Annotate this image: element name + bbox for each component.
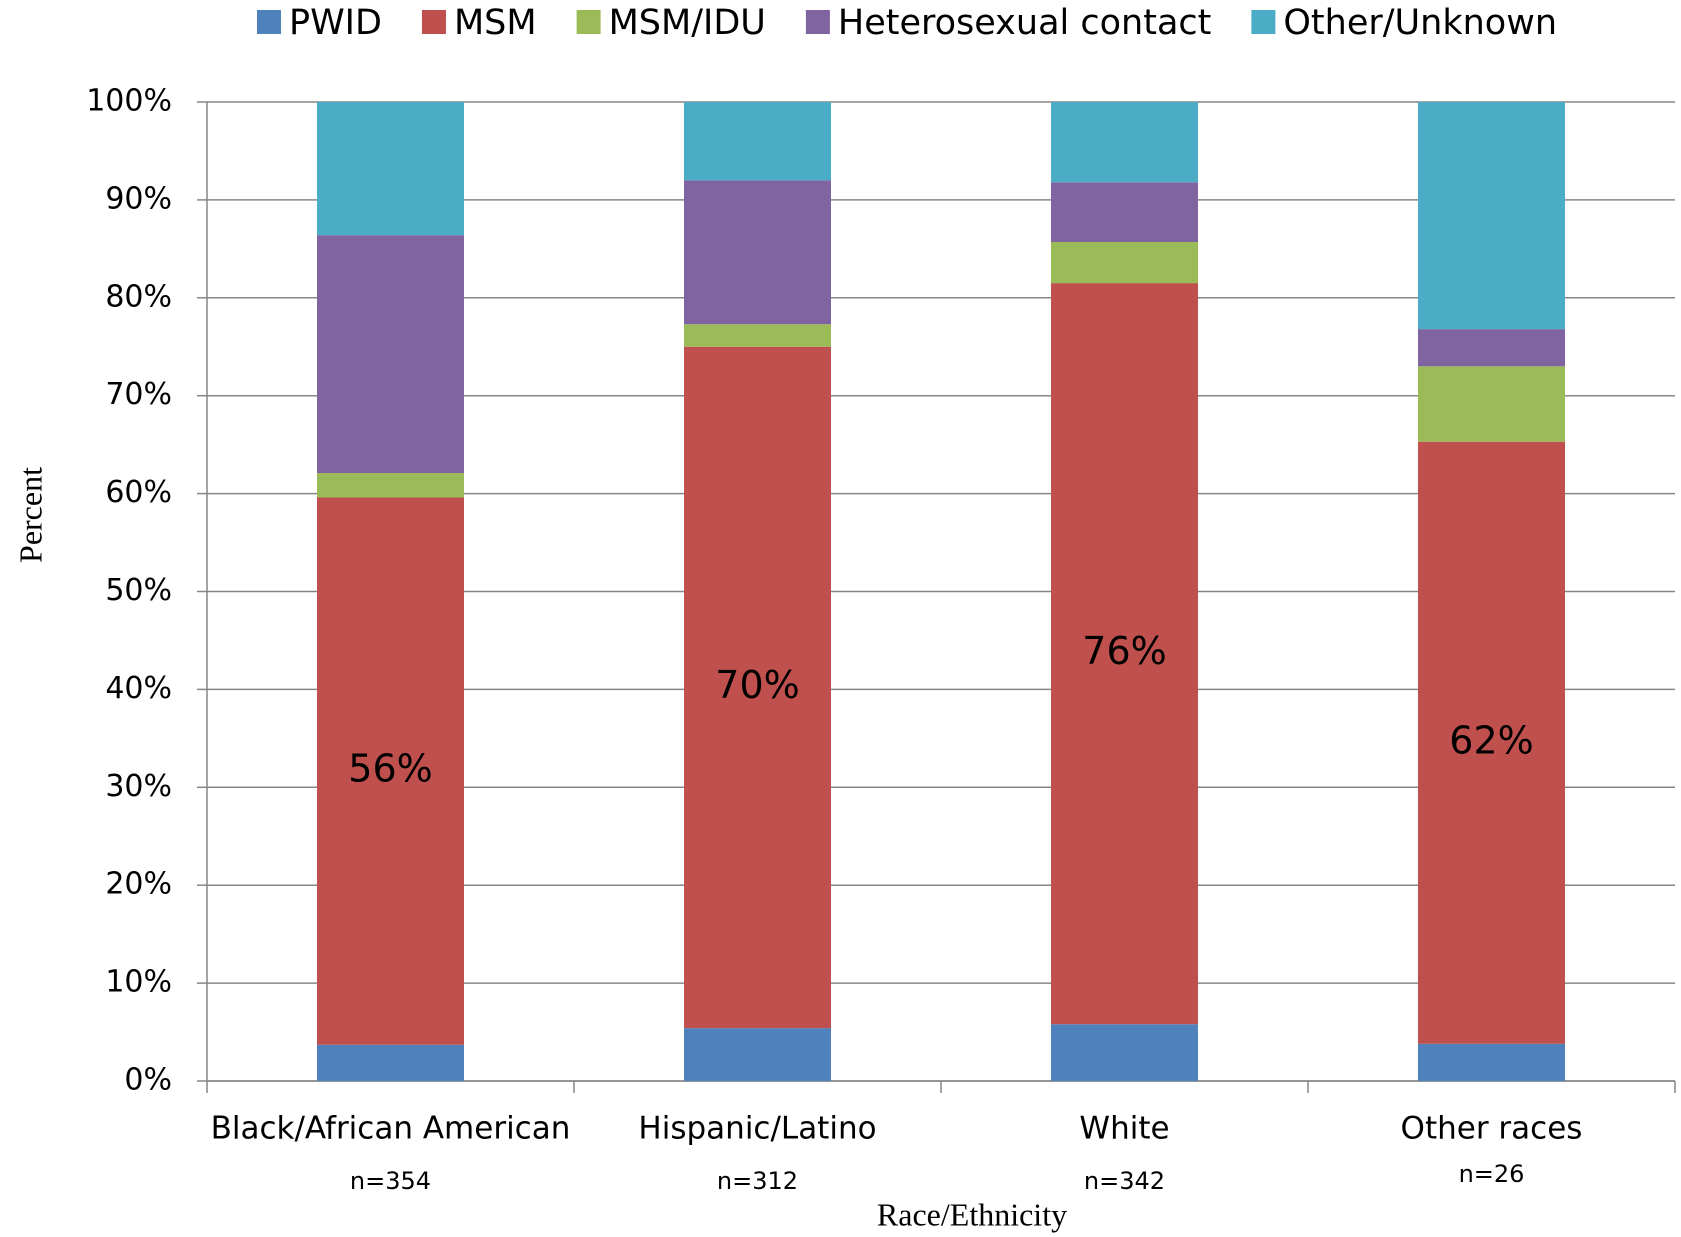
y-tick-label: 80% xyxy=(105,279,172,314)
bar-segment xyxy=(1051,283,1198,1025)
y-tick-label: 30% xyxy=(105,769,172,804)
legend-label: Heterosexual contact xyxy=(838,3,1211,43)
bar-segment xyxy=(1418,441,1565,1044)
bar-segment xyxy=(317,473,464,498)
bar-segment xyxy=(1418,1043,1565,1081)
y-tick-label: 50% xyxy=(105,573,172,608)
bar-segment xyxy=(684,324,831,347)
legend-label: MSM/IDU xyxy=(609,3,766,43)
y-tick-label: 10% xyxy=(105,965,172,1000)
legend-swatch xyxy=(805,10,830,34)
x-tick-label: Black/African American xyxy=(211,1111,571,1147)
legend-swatch xyxy=(1251,10,1276,34)
bar-segment xyxy=(1418,102,1565,330)
bar-segment xyxy=(1051,102,1198,183)
bar-segment xyxy=(684,1028,831,1081)
x-axis-title: Race/Ethnicity xyxy=(877,1196,1067,1232)
bar-segment xyxy=(1051,1024,1198,1081)
legend-swatch xyxy=(421,10,446,34)
y-tick-label: 60% xyxy=(105,475,172,510)
sample-size-label: n=354 xyxy=(350,1167,431,1195)
legend-swatch xyxy=(256,10,281,34)
data-label: 62% xyxy=(1449,718,1533,762)
bar-segment xyxy=(1418,366,1565,442)
x-tick-label: White xyxy=(1079,1111,1169,1147)
sample-size-label: n=312 xyxy=(717,1167,798,1195)
y-axis-title: Percent xyxy=(12,467,48,563)
y-tick-label: 100% xyxy=(86,84,172,119)
y-tick-label: 70% xyxy=(105,377,172,412)
bar-segment xyxy=(1051,182,1198,242)
bar-segment xyxy=(317,102,464,236)
data-label: 56% xyxy=(348,747,432,791)
data-label: 70% xyxy=(715,663,799,707)
bar-segment xyxy=(1051,241,1198,284)
y-tick-label: 20% xyxy=(105,867,172,902)
y-tick-label: 40% xyxy=(105,671,172,706)
bar-segment xyxy=(317,497,464,1045)
bar-segment xyxy=(317,235,464,474)
bar-segment xyxy=(684,102,831,181)
data-label: 76% xyxy=(1082,629,1166,673)
sample-size-label: n=342 xyxy=(1084,1167,1165,1195)
legend-swatch xyxy=(576,10,601,34)
legend-label: PWID xyxy=(289,3,382,43)
x-tick-label: Hispanic/Latino xyxy=(638,1111,876,1147)
bar-segment xyxy=(684,180,831,325)
bar-segment xyxy=(684,346,831,1029)
y-tick-label: 0% xyxy=(124,1063,172,1098)
y-tick-label: 90% xyxy=(105,181,172,216)
sample-size-label: n=26 xyxy=(1459,1160,1525,1188)
legend-label: MSM xyxy=(454,3,537,43)
bar-segment xyxy=(317,1044,464,1081)
legend-label: Other/Unknown xyxy=(1283,3,1557,43)
bar-segment xyxy=(1418,329,1565,367)
x-tick-label: Other races xyxy=(1401,1111,1583,1147)
